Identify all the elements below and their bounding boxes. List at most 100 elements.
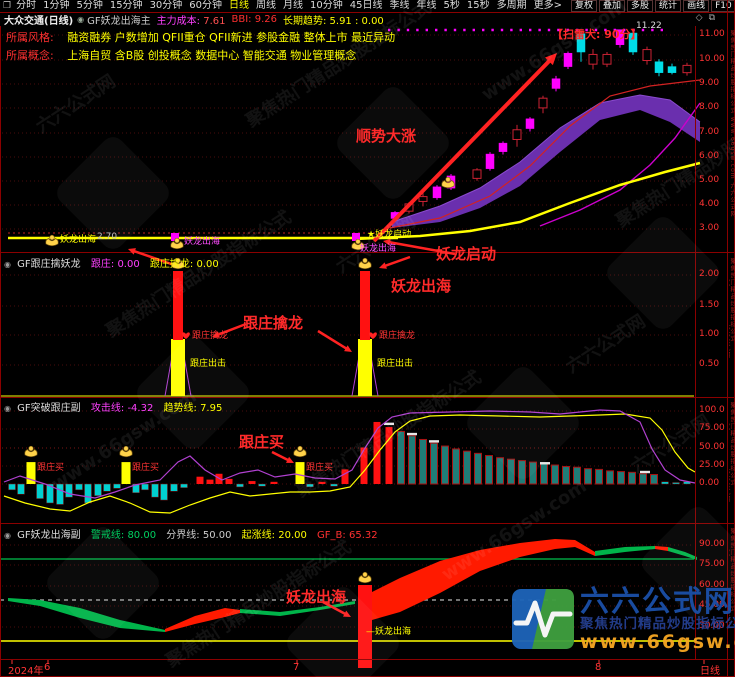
main-indicator-name[interactable]: GF妖龙出海主 [87,16,151,27]
panel2-title[interactable]: GF跟庄擒妖龙 [17,259,81,270]
gold-ingot-icon [358,257,372,270]
main-axis-tick: 3.00 [699,223,720,233]
spike-yellow-bar [171,339,185,396]
hist-bar [94,483,102,496]
period-menubar: ❐ 分时 1分钟 5分钟 15分钟 30分钟 60分钟 日线 周线 月线 10分钟 45日线 季线 年线… [0,0,735,13]
candle [615,29,625,45]
field-bbi: BBI: 9.26 [231,14,277,25]
hist-bar [225,478,233,484]
hist-bar [408,435,416,485]
panel2-icon[interactable]: ◉ [4,260,11,269]
gold-ingot-icon [24,445,38,458]
hist-bar [170,483,178,492]
candle [525,118,535,129]
period-tab-15分钟[interactable]: 15分钟 [109,0,143,11]
period-tab-15秒[interactable]: 15秒 [466,0,490,11]
period-tab-年线[interactable]: 年线 [416,0,437,11]
toolbar-button-统计[interactable]: 统计 [655,0,682,12]
panel3-field2: 趋势线: 7.95 [163,403,223,414]
period-tab-5分钟[interactable]: 5分钟 [76,0,103,11]
trend-line-p3 [3,413,696,514]
panel2-axis-tick: 0.50 [699,359,720,369]
candle [551,78,561,89]
hist-bar [463,450,471,485]
white-tick-mark [640,470,650,474]
period-tab-分时[interactable]: 分时 [16,0,37,11]
candle [628,32,638,53]
hist-bar [562,465,570,485]
toolbar-button-复权[interactable]: 复权 [571,0,598,12]
period-tab-更多>[interactable]: 更多> [533,0,562,11]
panel3-axis-tick: 50.00 [699,442,725,452]
hist-bar [56,483,64,505]
period-tab-60分钟[interactable]: 60分钟 [189,0,223,11]
panel2-field2: 跟庄擒龙: 0.00 [149,259,219,270]
label-妖龙出海: 妖龙出海 [184,237,221,247]
hist-bar [36,483,44,499]
hist-bar [113,483,121,489]
date-axis-label: 7 [293,662,300,673]
period-tab-多周期[interactable]: 多周期 [496,0,527,11]
buy-signal-bar [295,462,305,484]
panel3-title[interactable]: GF突破跟庄副 [17,403,81,414]
concept-row-values[interactable]: 上海自贸 含B股 创投概念 数据中心 智能交通 物业管理概念 [67,49,357,62]
window-icon[interactable]: ❐ [3,1,12,11]
hist-bar [507,458,515,485]
field-longtrend: 长期趋势: 5.91 : 0.00 [282,16,384,27]
period-tab-季线[interactable]: 季线 [389,0,410,11]
hist-bar [46,483,54,504]
logo-url[interactable]: www.66gsw.com [580,631,735,653]
label-11.22: 11.22 [636,21,662,31]
toolbar-button-叠加[interactable]: 叠加 [599,0,626,12]
infobar-corner-icons[interactable]: ◇⧉ [695,13,721,23]
hist-bar [258,483,266,487]
main-axis-tick: 6.00 [699,151,720,161]
hist-bar [529,461,537,485]
hist-bar [485,455,493,485]
hist-bar [306,483,314,488]
hist-bar [341,469,349,484]
spike-red-bar [360,271,370,340]
ribbon-segment [595,546,655,556]
period-tab-5秒[interactable]: 5秒 [443,0,460,11]
panel4-header: ◉ GF妖龙出海副 警戒线: 80.00 分界线: 50.00 起涨线: 20.… [4,526,378,541]
hist-bar [452,448,460,485]
hist-bar [617,471,625,485]
toolbar-button-多股[interactable]: 多股 [627,0,654,12]
panel2-axis-tick: 1.00 [699,329,720,339]
annotation-妖龙启动: 妖龙启动 [436,245,497,263]
hist-bar [248,481,256,484]
panel3-icon[interactable]: ◉ [4,404,11,413]
period-tab-30分钟[interactable]: 30分钟 [149,0,183,11]
long-trend-line [354,161,701,241]
hist-bar [474,452,482,485]
hist-bar [160,483,168,501]
ribbon-segment [240,601,355,616]
gold-ingot-icon [119,445,133,458]
date-axis-label: 日线 [700,666,720,677]
annotation-【扫雷犬: 90分】: 【扫雷犬: 90分】 [552,28,642,41]
panel4-title[interactable]: GF妖龙出海副 [17,530,81,541]
candle [485,153,495,169]
indicator-badge-icon: ◉ [77,15,85,24]
main-axis-tick: 9.00 [699,78,720,88]
period-tab-周线[interactable]: 周线 [256,0,277,11]
period-tab-月线[interactable]: 月线 [283,0,304,11]
period-tab-1分钟[interactable]: 1分钟 [43,0,70,11]
toolbar-button-画线[interactable]: 画线 [683,0,710,12]
period-tab-45日线[interactable]: 45日线 [349,0,383,11]
panel4-icon[interactable]: ◉ [4,531,11,540]
site-logo: 六六公式网 聚焦热门精品炒股指标公式 www.66gsw.com [512,586,735,652]
period-tab-日线[interactable]: 日线 [229,0,250,11]
heart-icon [369,332,377,339]
hist-bar [360,447,368,484]
candle [432,186,442,199]
style-row-values[interactable]: 融资融券 户数增加 QFII重仓 QFII新进 参股金融 整体上市 最近异动 [67,31,396,44]
annotation-顺势大涨: 顺势大涨 [356,127,417,145]
spike-yellow-bar [358,339,372,396]
period-tab-10分钟[interactable]: 10分钟 [310,0,343,11]
stock-name[interactable]: 大众交通(日线) [4,16,74,27]
panel4-field4: GF_B: 65.32 [317,530,378,541]
hist-bar [650,474,658,485]
